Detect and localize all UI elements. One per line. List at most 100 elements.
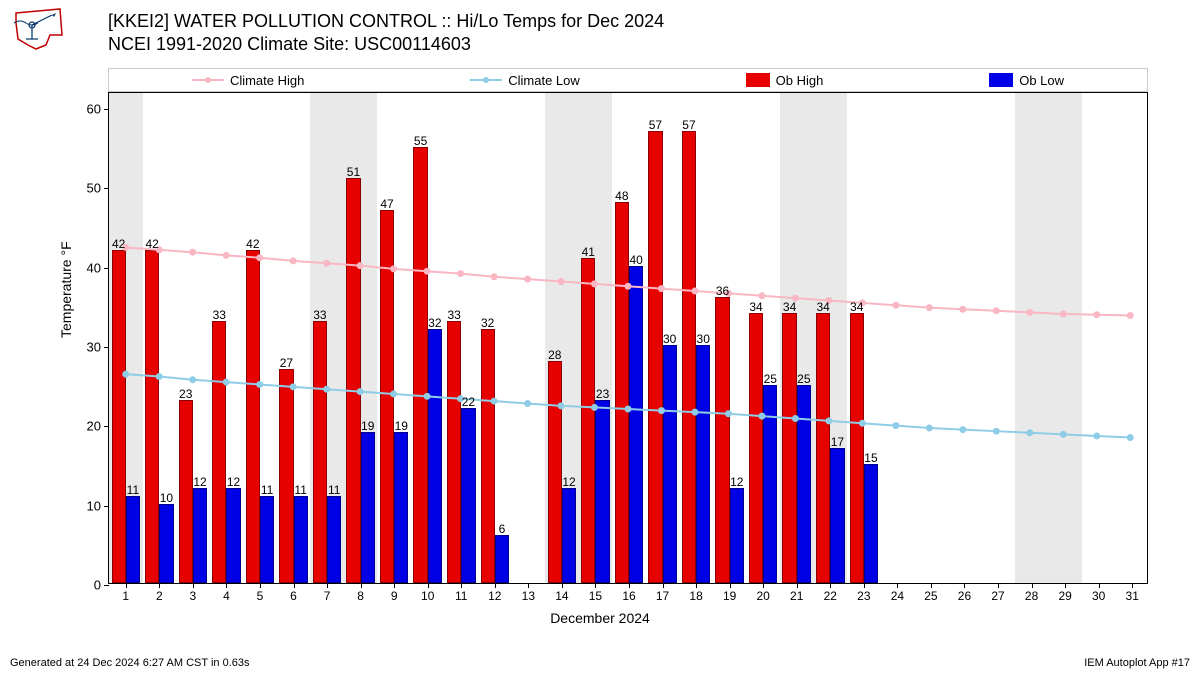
xtick-label: 20 (757, 583, 770, 603)
ob-high-value-label: 33 (447, 308, 460, 322)
ob-high-value-label: 57 (682, 118, 695, 132)
ob-high-value-label: 34 (749, 300, 762, 314)
xtick-label: 22 (824, 583, 837, 603)
xtick-label: 29 (1058, 583, 1071, 603)
ob-high-value-label: 41 (582, 245, 595, 259)
ob-low-value-label: 22 (462, 395, 475, 409)
ytick-label: 50 (87, 181, 109, 196)
title-line-1: [KKEI2] WATER POLLUTION CONTROL :: Hi/Lo… (108, 10, 664, 33)
xtick-label: 15 (589, 583, 602, 603)
ob-high-value-label: 32 (481, 316, 494, 330)
ob-high-value-label: 34 (783, 300, 796, 314)
legend-marker-line (470, 79, 502, 81)
ob-high-value-label: 34 (850, 300, 863, 314)
legend-ob-low: Ob Low (989, 73, 1064, 88)
ytick-label: 10 (87, 498, 109, 513)
xtick-label: 13 (522, 583, 535, 603)
ob-high-value-label: 48 (615, 189, 628, 203)
legend-label: Ob High (776, 73, 824, 88)
ytick-label: 30 (87, 339, 109, 354)
ob-low-value-label: 11 (294, 483, 306, 497)
xtick-label: 25 (924, 583, 937, 603)
ob-high-value-label: 42 (146, 237, 159, 251)
xtick-label: 16 (622, 583, 635, 603)
legend: .legend-item:nth-child(1) .legend-line::… (108, 68, 1148, 92)
legend-label: Ob Low (1019, 73, 1064, 88)
xtick-label: 26 (958, 583, 971, 603)
ob-low-value-label: 15 (864, 451, 877, 465)
ob-low-value-label: 19 (395, 419, 408, 433)
ob-low-value-label: 30 (697, 332, 710, 346)
xtick-label: 27 (991, 583, 1004, 603)
ob-low-value-label: 12 (227, 475, 240, 489)
y-axis-label: Temperature °F (58, 241, 74, 338)
ob-low-value-label: 25 (764, 372, 777, 386)
value-labels-layer: 42 11 42 10 23 12 33 12 42 11 27 11 33 11 51 19 47 19 55 32… (109, 93, 1147, 583)
ytick-label: 60 (87, 101, 109, 116)
ob-high-value-label: 42 (246, 237, 259, 251)
ob-low-value-label: 11 (328, 483, 340, 497)
legend-climate-high: .legend-item:nth-child(1) .legend-line::… (192, 73, 304, 88)
ob-high-value-label: 51 (347, 165, 360, 179)
chart-title: [KKEI2] WATER POLLUTION CONTROL :: Hi/Lo… (108, 10, 664, 55)
ob-low-value-label: 17 (831, 435, 844, 449)
xtick-label: 28 (1025, 583, 1038, 603)
xtick-label: 17 (656, 583, 669, 603)
ob-low-value-label: 6 (499, 522, 506, 536)
ob-high-value-label: 23 (179, 387, 192, 401)
iem-logo (8, 5, 68, 53)
xtick-label: 10 (421, 583, 434, 603)
ob-low-value-label: 11 (261, 483, 273, 497)
ob-high-value-label: 33 (313, 308, 326, 322)
legend-climate-low: .legend-item:nth-child(2) .legend-line::… (470, 73, 580, 88)
xtick-label: 19 (723, 583, 736, 603)
xtick-label: 18 (689, 583, 702, 603)
ob-low-value-label: 30 (663, 332, 676, 346)
ob-low-value-label: 32 (428, 316, 441, 330)
ob-low-value-label: 23 (596, 387, 609, 401)
xtick-label: 9 (391, 583, 398, 603)
xtick-label: 5 (257, 583, 264, 603)
ob-low-value-label: 11 (127, 483, 139, 497)
ytick-label: 0 (94, 578, 109, 593)
legend-ob-high: Ob High (746, 73, 824, 88)
xtick-label: 6 (290, 583, 297, 603)
ob-high-value-label: 27 (280, 356, 293, 370)
xtick-label: 31 (1126, 583, 1139, 603)
xtick-label: 2 (156, 583, 163, 603)
ytick-label: 40 (87, 260, 109, 275)
legend-swatch (746, 73, 770, 87)
legend-swatch (989, 73, 1013, 87)
xtick-label: 7 (324, 583, 331, 603)
ob-high-value-label: 47 (380, 197, 393, 211)
ob-high-value-label: 28 (548, 348, 561, 362)
xtick-label: 14 (555, 583, 568, 603)
ob-low-value-label: 19 (361, 419, 374, 433)
xtick-label: 23 (857, 583, 870, 603)
xtick-label: 1 (122, 583, 129, 603)
ob-high-value-label: 34 (816, 300, 829, 314)
legend-label: Climate Low (508, 73, 580, 88)
ob-high-value-label: 36 (716, 284, 729, 298)
ob-low-value-label: 12 (562, 475, 575, 489)
ob-high-value-label: 55 (414, 134, 427, 148)
title-line-2: NCEI 1991-2020 Climate Site: USC00114603 (108, 33, 664, 56)
xtick-label: 4 (223, 583, 230, 603)
ob-high-value-label: 33 (213, 308, 226, 322)
legend-marker-line (192, 79, 224, 81)
x-axis-label: December 2024 (550, 610, 650, 626)
xtick-label: 24 (891, 583, 904, 603)
ob-low-value-label: 10 (160, 491, 173, 505)
footer-generated-at: Generated at 24 Dec 2024 6:27 AM CST in … (10, 657, 250, 669)
xtick-label: 30 (1092, 583, 1105, 603)
ob-low-value-label: 25 (797, 372, 810, 386)
ob-high-value-label: 42 (112, 237, 125, 251)
ob-high-value-label: 57 (649, 118, 662, 132)
xtick-label: 21 (790, 583, 803, 603)
ob-low-value-label: 12 (730, 475, 743, 489)
legend-label: Climate High (230, 73, 304, 88)
ob-low-value-label: 40 (629, 253, 642, 267)
xtick-label: 12 (488, 583, 501, 603)
xtick-label: 8 (357, 583, 364, 603)
footer-app-id: IEM Autoplot App #17 (1084, 657, 1190, 669)
